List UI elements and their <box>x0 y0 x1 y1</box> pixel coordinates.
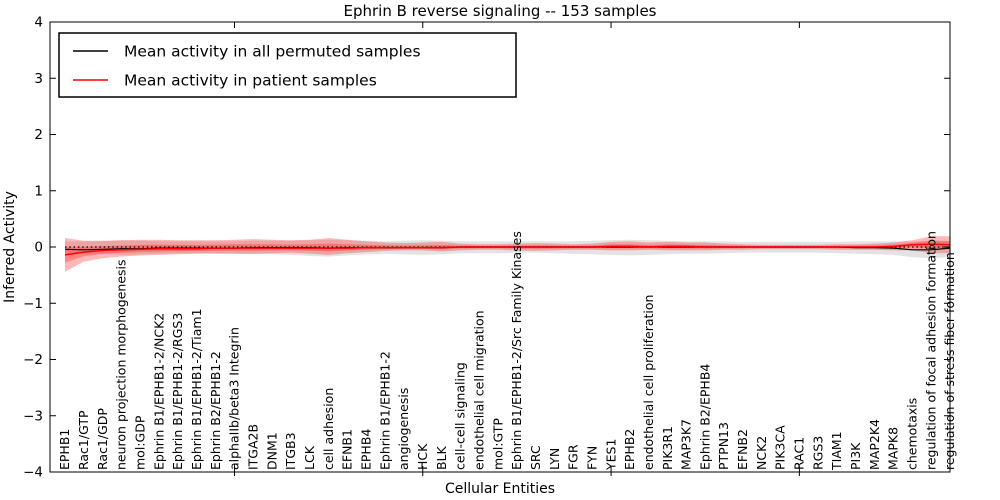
x-category-label: angiogenesis <box>396 388 411 470</box>
legend-entry-label: Mean activity in all permuted samples <box>124 43 421 61</box>
x-category-label: Rac1/GDP <box>95 408 110 470</box>
y-axis-label: Inferred Activity <box>2 191 18 303</box>
x-category-label: RGS3 <box>810 436 825 470</box>
y-tick-label: 3 <box>34 71 43 87</box>
permuted-range-band <box>65 239 950 259</box>
x-category-label: SRC <box>528 445 543 470</box>
x-category-label: cell-cell signaling <box>453 362 468 470</box>
x-category-label: EFNB2 <box>735 429 750 470</box>
x-category-label: Ephrin B1/EPHB1-2 <box>377 351 392 470</box>
x-category-label: EPHB2 <box>622 429 637 470</box>
y-tick-label: −3 <box>23 408 43 424</box>
x-category-label: Ephrin B1/EPHB1-2/Tiam1 <box>189 308 204 470</box>
x-category-label: endothelial cell migration <box>471 310 486 470</box>
x-category-label: PI3K <box>848 442 863 470</box>
x-category-label: FYN <box>584 446 599 470</box>
x-category-label: Ephrin B1/EPHB1-2/NCK2 <box>151 313 166 470</box>
x-category-label: YES1 <box>603 439 618 471</box>
x-category-label: EFNB1 <box>340 429 355 470</box>
x-category-label: PIK3CA <box>773 425 788 470</box>
x-category-label: BLK <box>434 445 449 470</box>
x-category-label: Rac1/GTP <box>76 410 91 470</box>
x-category-label: Ephrin B1/EPHB1-2/Src Family Kinases <box>509 231 524 470</box>
y-tick-label: 1 <box>34 183 43 199</box>
x-category-label: MAP2K4 <box>867 419 882 470</box>
x-category-label: regulation of focal adhesion formation <box>923 231 938 470</box>
x-category-label: NCK2 <box>754 436 769 470</box>
y-tick-label: −1 <box>23 296 43 312</box>
x-category-label: neuron projection morphogenesis <box>114 259 129 470</box>
x-category-label: EPHB4 <box>358 429 373 470</box>
y-tick-label: 0 <box>34 240 43 256</box>
x-category-label: chemotaxis <box>905 398 920 470</box>
x-category-label: mol:GDP <box>133 415 148 470</box>
y-tick-label: −2 <box>23 352 43 368</box>
x-category-label: LCK <box>302 445 317 470</box>
x-category-label: regulation of stress fiber formation <box>942 252 957 470</box>
x-category-label: ITGA2B <box>245 424 260 470</box>
patient-range-band <box>65 236 950 272</box>
x-category-label: endothelial cell proliferation <box>641 295 656 470</box>
x-category-label: PTPN13 <box>716 422 731 470</box>
x-category-label: HCK <box>415 443 430 470</box>
x-category-label: Ephrin B1/EPHB1-2/RGS3 <box>170 313 185 470</box>
legend-entry-label: Mean activity in patient samples <box>124 72 377 90</box>
y-tick-label: 2 <box>34 127 43 143</box>
x-category-label: DNM1 <box>264 432 279 470</box>
x-category-label: Ephrin B2/EPHB1-2 <box>208 351 223 470</box>
chart-title: Ephrin B reverse signaling -- 153 sample… <box>343 2 656 20</box>
x-category-label: Ephrin B2/EPHB4 <box>697 364 712 470</box>
patient-range-band-inner <box>65 240 950 263</box>
x-category-label: EPHB1 <box>57 429 72 470</box>
patient-mean-line <box>64 243 951 256</box>
x-category-label: ITGB3 <box>283 432 298 470</box>
x-category-label: FGR <box>566 444 581 470</box>
x-category-label: alphaIIb/beta3 Integrin <box>227 327 242 470</box>
x-category-label: mol:GTP <box>490 418 505 470</box>
x-category-label: LYN <box>547 448 562 470</box>
y-tick-label: 4 <box>34 15 43 31</box>
x-category-label: cell adhesion <box>321 388 336 470</box>
x-category-label: TIAM1 <box>829 431 844 471</box>
x-axis-label: Cellular Entities <box>445 481 555 497</box>
x-category-label: MAPK8 <box>886 427 901 470</box>
x-category-label: PIK3R1 <box>660 426 675 470</box>
x-category-label: RAC1 <box>792 437 807 470</box>
y-tick-label: −4 <box>23 465 43 481</box>
legend-box <box>58 32 517 98</box>
x-category-label: MAP3K7 <box>679 419 694 470</box>
